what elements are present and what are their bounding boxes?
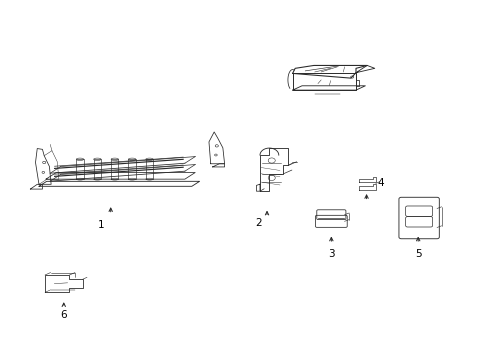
Text: 2: 2 xyxy=(255,218,262,228)
Text: 3: 3 xyxy=(327,249,334,259)
Text: 4: 4 xyxy=(377,179,383,188)
Text: 6: 6 xyxy=(61,310,67,320)
Text: 1: 1 xyxy=(98,220,104,230)
Text: 5: 5 xyxy=(414,249,421,259)
